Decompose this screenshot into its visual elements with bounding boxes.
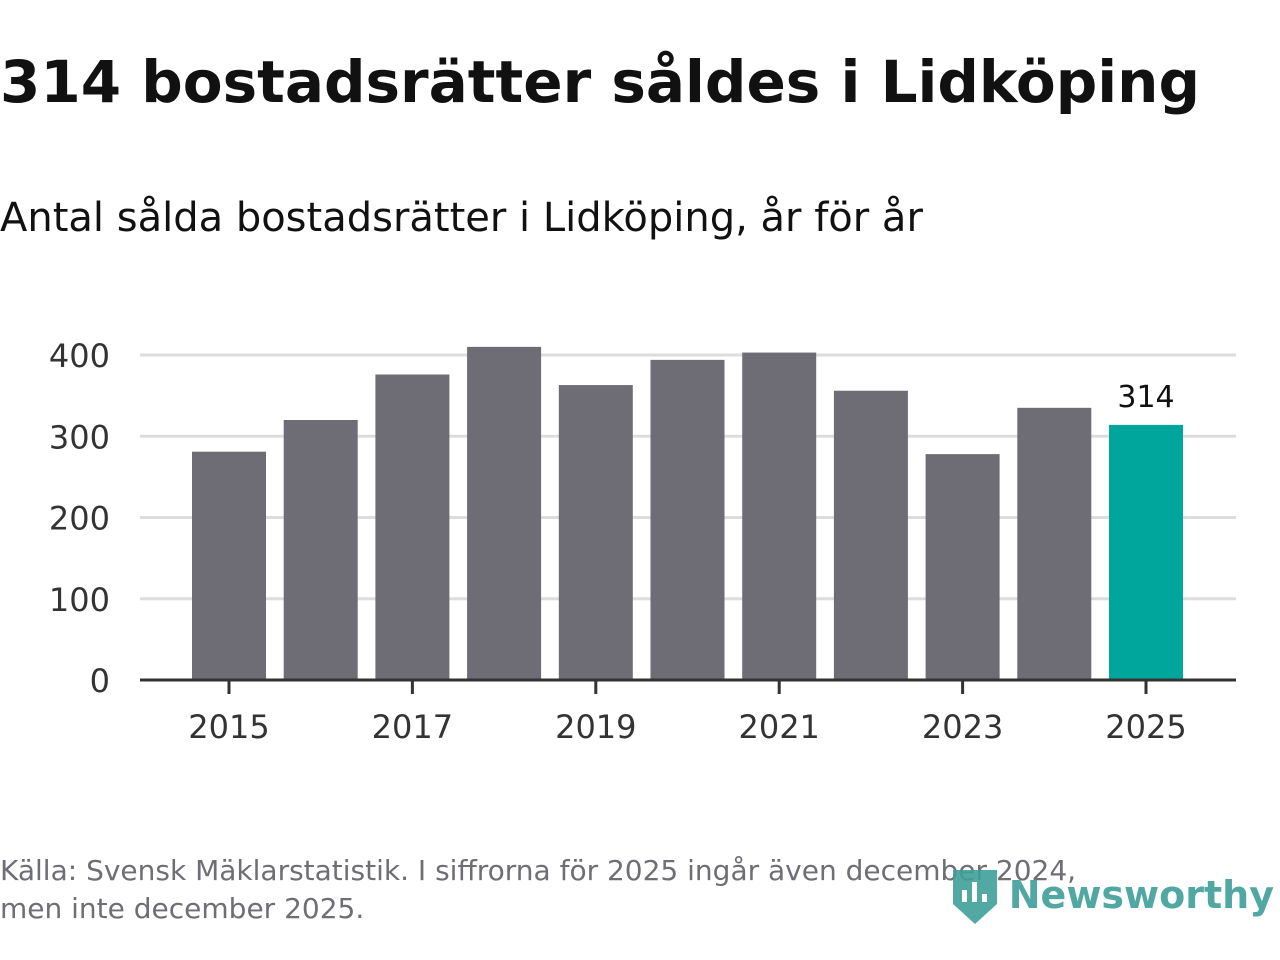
x-tick-label-2017: 2017 — [372, 708, 453, 746]
source-line-2: men inte december 2025. — [0, 892, 365, 925]
x-tick-label-2015: 2015 — [188, 708, 269, 746]
bar-2024 — [1017, 407, 1092, 680]
bar-2016 — [283, 420, 358, 680]
y-tick-label-400: 400 — [49, 337, 110, 375]
y-tick-label-200: 200 — [49, 500, 110, 538]
bars — [192, 346, 1183, 680]
bar-2017 — [375, 374, 450, 680]
x-tick-label-2025: 2025 — [1105, 708, 1186, 746]
x-axis — [140, 678, 1236, 694]
bar-2022 — [833, 390, 908, 680]
newsworthy-logo-icon — [952, 870, 997, 924]
chart-subtitle: Antal sålda bostadsrätter i Lidköping, å… — [0, 195, 923, 241]
source-note: Källa: Svensk Mäklarstatistik. I siffror… — [0, 852, 1280, 928]
bar-2020 — [650, 359, 725, 680]
labels: 0 100 200 300 400 2015 2017 2019 2021 2023 2025 314 — [49, 337, 1187, 746]
bar-2019 — [558, 385, 633, 680]
bar-2018 — [467, 346, 542, 680]
chart-title: 314 bostadsrätter såldes i Lidköping — [0, 48, 1200, 116]
bar-chart: 0 100 200 300 400 2015 2017 2019 2021 2023 2025 314 — [49, 337, 1236, 746]
y-tick-label-100: 100 — [49, 581, 110, 619]
bar-2015 — [192, 451, 266, 680]
y-tick-label-300: 300 — [49, 418, 110, 456]
source-line-1: Källa: Svensk Mäklarstatistik. I siffror… — [0, 854, 1077, 887]
bar-2025 — [1109, 424, 1183, 680]
x-tick-label-2019: 2019 — [555, 708, 636, 746]
data-label-2025: 314 — [1117, 380, 1174, 415]
bar-2023 — [925, 454, 1000, 680]
x-tick-label-2021: 2021 — [738, 708, 819, 746]
y-tick-label-0: 0 — [90, 662, 110, 700]
newsworthy-brand: Newsworthy — [949, 860, 1274, 930]
newsworthy-wordmark: Newsworthy — [1008, 873, 1274, 917]
bar-2021 — [742, 352, 817, 680]
x-tick-label-2023: 2023 — [922, 708, 1003, 746]
